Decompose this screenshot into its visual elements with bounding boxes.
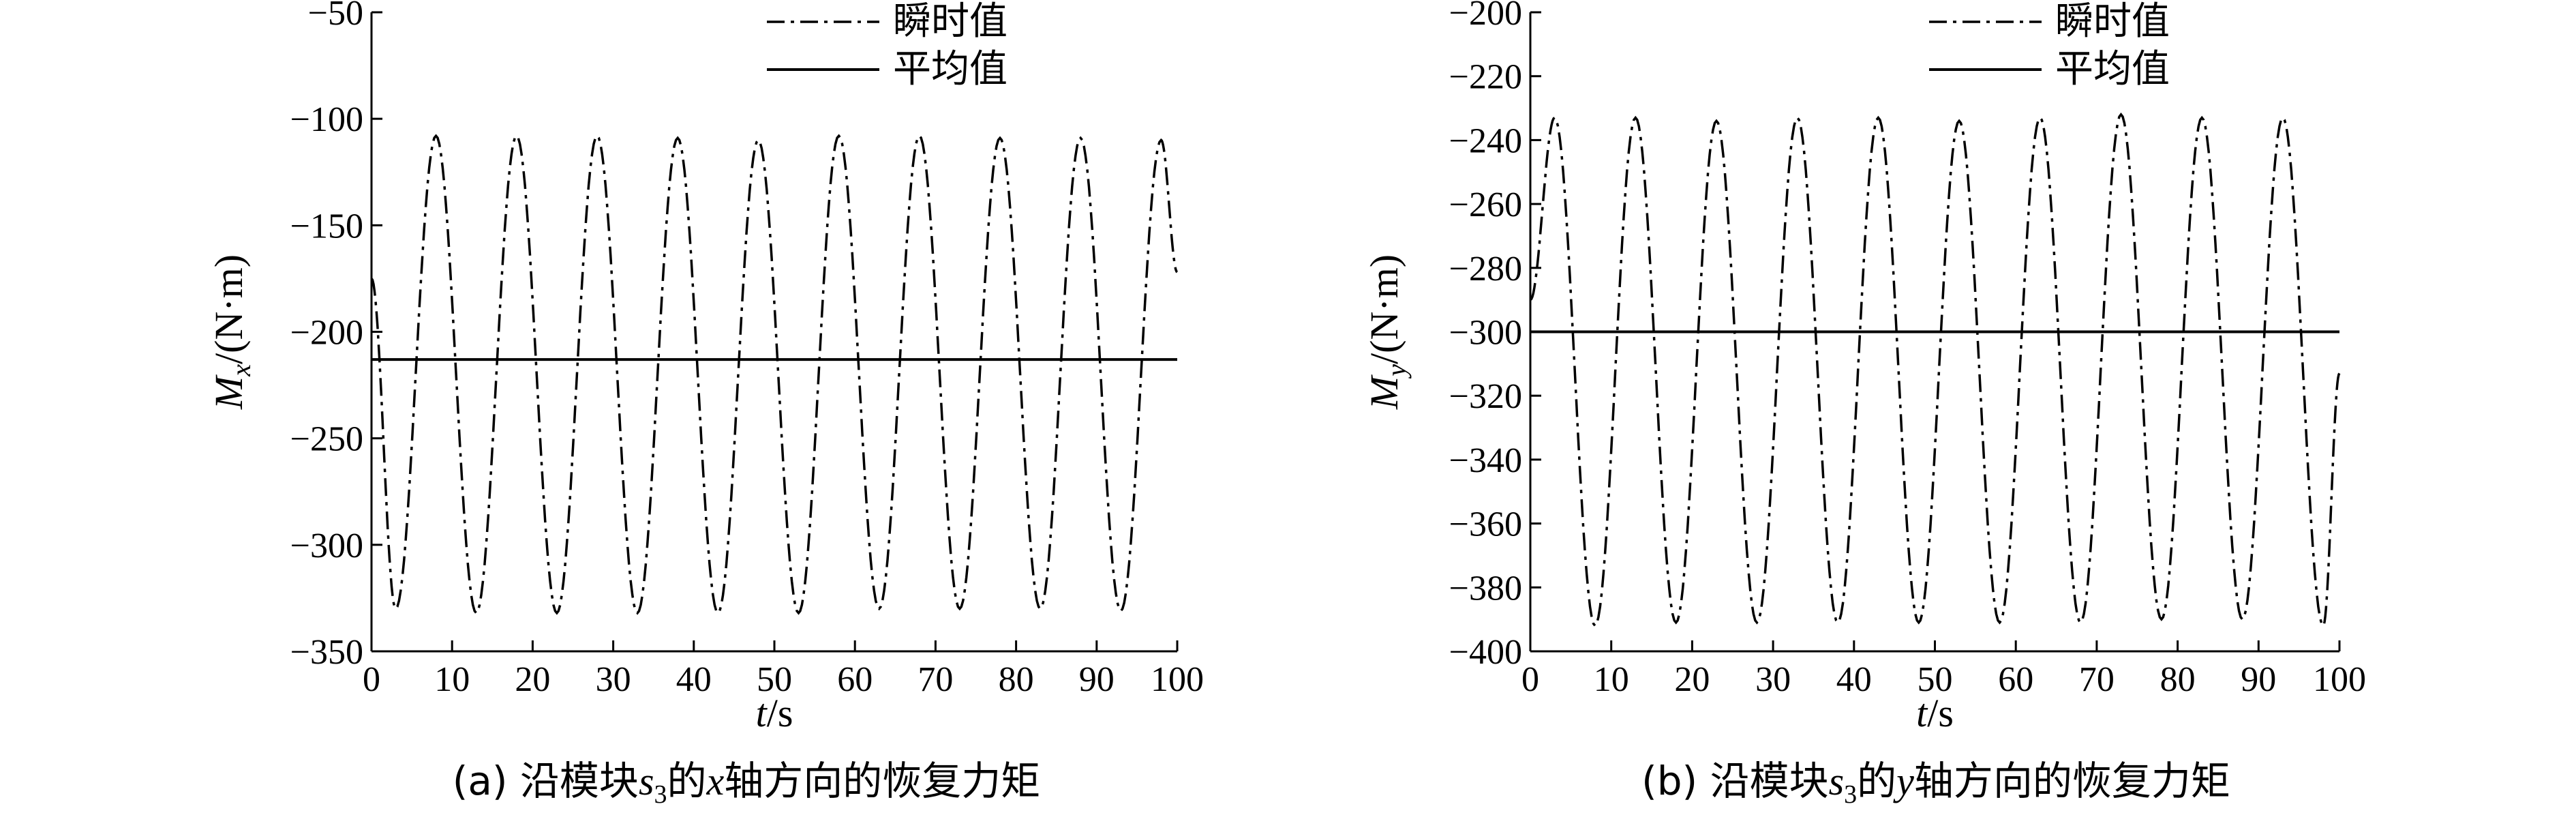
x-tick-label: 30 (1755, 660, 1791, 699)
legend-label-1: 平均值 (2055, 47, 2170, 91)
y-tick-label: −400 (1449, 633, 1522, 672)
y-tick-label: −200 (1449, 0, 1522, 33)
chart-panel-b: 0 10 20 30 40 50 60 70 80 90 100 −400 −380 −360 −340 −3… (1362, 0, 2366, 809)
x-tick-label: 80 (2160, 660, 2196, 699)
x-tick-label: 100 (2313, 660, 2366, 699)
panel-caption: (b) 沿模块s3的y轴方向的恢复力矩 (1641, 758, 2230, 809)
y-tick-label: −220 (1449, 58, 1522, 97)
x-tick-label: 60 (837, 660, 873, 699)
x-tick-label: 90 (2241, 660, 2276, 699)
y-tick-label: −320 (1449, 377, 1522, 416)
x-tick-label: 20 (515, 660, 550, 699)
x-tick-label: 70 (918, 660, 953, 699)
x-tick-label: 60 (1998, 660, 2033, 699)
series-line-0 (1529, 113, 2341, 628)
x-tick-label: 10 (434, 660, 470, 699)
x-tick-label: 90 (1079, 660, 1115, 699)
panel-caption: (a) 沿模块s3的x轴方向的恢复力矩 (453, 758, 1041, 809)
y-tick-label: −200 (290, 314, 363, 353)
chart-panel-a: 0 10 20 30 40 50 60 70 80 90 100 −350 −300 −250 −200 −1… (207, 0, 1204, 809)
y-tick-label: −50 (308, 0, 363, 33)
x-tick-label: 100 (1151, 660, 1204, 699)
legend-label-0: 瞬时值 (893, 0, 1007, 44)
x-tick-label: 10 (1594, 660, 1629, 699)
legend-label-1: 平均值 (893, 47, 1007, 91)
y-tick-label: −350 (290, 633, 363, 672)
x-tick-label: 30 (596, 660, 631, 699)
x-tick-label: 40 (676, 660, 712, 699)
x-tick-label: 50 (1918, 660, 1953, 699)
y-tick-label: −280 (1449, 250, 1522, 288)
y-tick-label: −380 (1449, 569, 1522, 608)
x-tick-label: 50 (757, 660, 792, 699)
y-tick-label: −260 (1449, 186, 1522, 224)
y-axis-title: Mx/(N·m) (207, 254, 256, 410)
y-tick-label: −250 (290, 420, 363, 459)
y-tick-label: −340 (1449, 441, 1522, 480)
series-line-0 (370, 134, 1179, 615)
x-axis-title: t/s (756, 691, 793, 735)
x-axis-title: t/s (1916, 691, 1954, 735)
x-tick-label: 20 (1674, 660, 1710, 699)
y-tick-label: −240 (1449, 121, 1522, 160)
y-tick-label: −150 (290, 207, 363, 246)
x-tick-label: 0 (363, 660, 380, 699)
x-tick-label: 40 (1836, 660, 1872, 699)
y-tick-label: −300 (1449, 314, 1522, 353)
x-tick-label: 80 (999, 660, 1034, 699)
y-tick-label: −360 (1449, 505, 1522, 544)
y-axis-title: My/(N·m) (1362, 254, 1412, 410)
legend-label-0: 瞬时值 (2055, 0, 2170, 44)
y-tick-label: −100 (290, 100, 363, 139)
y-tick-label: −300 (290, 527, 363, 565)
x-tick-label: 70 (2079, 660, 2115, 699)
x-tick-label: 0 (1521, 660, 1539, 699)
